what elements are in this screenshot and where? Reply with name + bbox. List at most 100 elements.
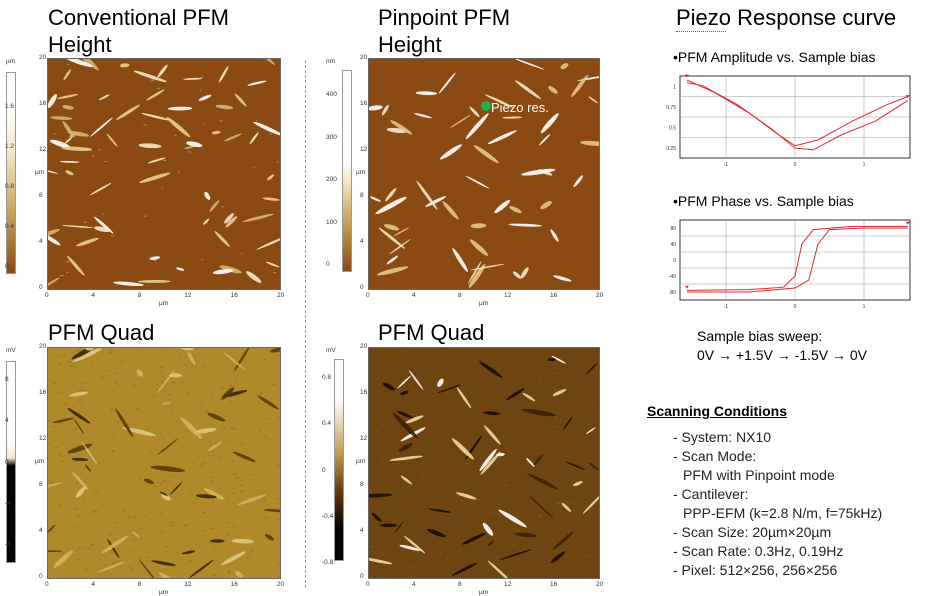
condition-line: - Scan Rate: 0.3Hz, 0.19Hz — [673, 543, 844, 559]
colorbar-tick-label: 0 — [5, 458, 9, 466]
x-tick-label: 16 — [550, 581, 558, 588]
pin-height-title: Pinpoint PFM Height — [378, 5, 511, 57]
y-tick-label: 0 — [39, 284, 43, 291]
colorbar-tick-label: 0.4 — [5, 223, 15, 230]
x-tick-label: 0 — [366, 292, 370, 299]
conv-quad-colorbar-group: mV — [2, 347, 42, 577]
condition-line: PPP-EFM (k=2.8 N/m, f=75kHz) — [683, 505, 883, 521]
piezo-marker-dot — [481, 101, 491, 111]
x-tick-label: 0 — [366, 581, 370, 588]
colorbar-tick-label: 1.2 — [5, 143, 15, 150]
y-tick-label: 12 — [39, 435, 47, 442]
svg-text:-40: -40 — [669, 274, 676, 280]
x-tick-label: 16 — [550, 292, 558, 299]
x-tick-label: 8 — [458, 292, 462, 299]
phase-curve-plot: 80 40 0 -40 -80 -1 0 1 — [660, 216, 922, 316]
x-axis-label: µm — [479, 589, 489, 596]
colorbar-unit: mV — [326, 347, 336, 354]
sweep-label: Sample bias sweep: — [697, 328, 823, 344]
y-tick-label: 8 — [39, 192, 43, 199]
svg-text:40: 40 — [670, 242, 676, 248]
x-axis-label: µm — [479, 300, 489, 307]
svg-text:0.25: 0.25 — [666, 146, 676, 152]
colorbar-tick-label: 0.8 — [322, 374, 332, 381]
condition-line: - System: NX10 — [673, 429, 772, 445]
svg-text:0: 0 — [794, 304, 797, 310]
x-tick-label: 4 — [91, 581, 96, 588]
y-tick-label: 16 — [39, 389, 47, 396]
y-tick-label: 4 — [360, 527, 364, 534]
x-tick-label: 12 — [504, 581, 512, 588]
y-tick-label: 8 — [360, 481, 364, 488]
y-tick-label: 12 — [360, 146, 368, 153]
x-tick-label: 4 — [412, 581, 416, 588]
conv-quad-title: PFM Quad — [48, 320, 155, 345]
y-axis-label: µm — [35, 458, 45, 465]
conv-height-title: Conventional PFM Height — [48, 5, 229, 57]
pin-height-image — [367, 58, 609, 290]
x-tick-label: 20 — [277, 292, 285, 299]
colorbar-tick-label: -0.8 — [322, 559, 334, 566]
colorbar-tick-label: 200 — [326, 176, 337, 183]
colorbar-tick-label: 0.4 — [322, 420, 332, 428]
y-tick-label: 4 — [360, 238, 364, 245]
heading-underline — [676, 31, 726, 32]
colorbar-tick-label: 0 — [322, 466, 326, 474]
piezo-marker-label: Piezo res. — [491, 100, 549, 115]
x-tick-label: 0 — [45, 292, 49, 299]
condition-line: - Pixel: 512×256, 256×256 — [673, 562, 838, 578]
y-tick-label: 20 — [39, 343, 47, 350]
y-tick-label: 16 — [360, 100, 368, 107]
pin-height-colorbar-group: nm — [322, 58, 362, 288]
x-tick-label: 12 — [184, 581, 192, 588]
y-tick-label: 20 — [360, 54, 368, 61]
svg-text:0.75: 0.75 — [666, 105, 676, 111]
x-tick-label: 20 — [277, 581, 285, 588]
colorbar-tick-label: 0.8 — [5, 183, 15, 190]
svg-text:-80: -80 — [669, 290, 676, 296]
colorbar-tick-label: 100 — [326, 218, 337, 226]
x-tick-label: 8 — [137, 292, 142, 299]
svg-text:0.5: 0.5 — [669, 125, 676, 131]
svg-text:-1: -1 — [724, 162, 729, 168]
x-tick-label: 8 — [137, 581, 142, 588]
pin-height-colorbar — [342, 70, 352, 272]
y-tick-label: 0 — [39, 573, 43, 580]
y-axis-label: µm — [35, 169, 45, 176]
colorbar-tick-label: -0.4 — [322, 512, 334, 520]
conv-height-colorbar — [6, 72, 16, 274]
pin-quad-colorbar-group: mV — [322, 347, 362, 577]
y-axis-label: µm — [356, 169, 366, 176]
colorbar-unit: mV — [6, 347, 16, 354]
amp-curve-plot: 1 0.75 0.5 0.25 -1 0 1 — [660, 72, 922, 174]
conv-quad-colorbar — [6, 361, 16, 563]
colorbar-tick-label: 0 — [326, 261, 330, 268]
x-tick-label: 12 — [184, 292, 192, 299]
x-axis-label: µm — [159, 300, 169, 307]
y-tick-label: 4 — [39, 527, 43, 534]
colorbar-unit: nm — [326, 58, 336, 65]
svg-text:1: 1 — [673, 84, 676, 90]
y-tick-label: 20 — [39, 54, 47, 61]
x-tick-label: 4 — [412, 292, 416, 299]
y-tick-label: 12 — [39, 146, 47, 153]
x-tick-label: 16 — [230, 292, 238, 299]
y-tick-label: 8 — [360, 192, 364, 199]
y-tick-label: 16 — [360, 389, 368, 396]
svg-text:0: 0 — [673, 258, 676, 264]
condition-line: PFM with Pinpoint mode — [683, 467, 835, 483]
conv-quad-image — [37, 344, 292, 587]
conv-height-image — [37, 49, 288, 291]
x-axis-label: µm — [159, 589, 169, 596]
y-tick-label: 0 — [360, 284, 364, 291]
x-tick-label: 4 — [91, 292, 96, 299]
colorbar-tick-label: -8 — [5, 541, 11, 548]
phase-curve-title: •PFM Phase vs. Sample bias — [673, 193, 854, 209]
colorbar-unit: µm — [6, 58, 16, 65]
y-tick-label: 0 — [360, 573, 364, 580]
sweep-sequence: 0V → +1.5V → -1.5V → 0V — [697, 347, 868, 363]
y-axis-label: µm — [356, 458, 366, 465]
pin-quad-title: PFM Quad — [378, 320, 485, 345]
colorbar-tick-label: 300 — [326, 133, 337, 141]
x-tick-label: 16 — [230, 581, 238, 588]
